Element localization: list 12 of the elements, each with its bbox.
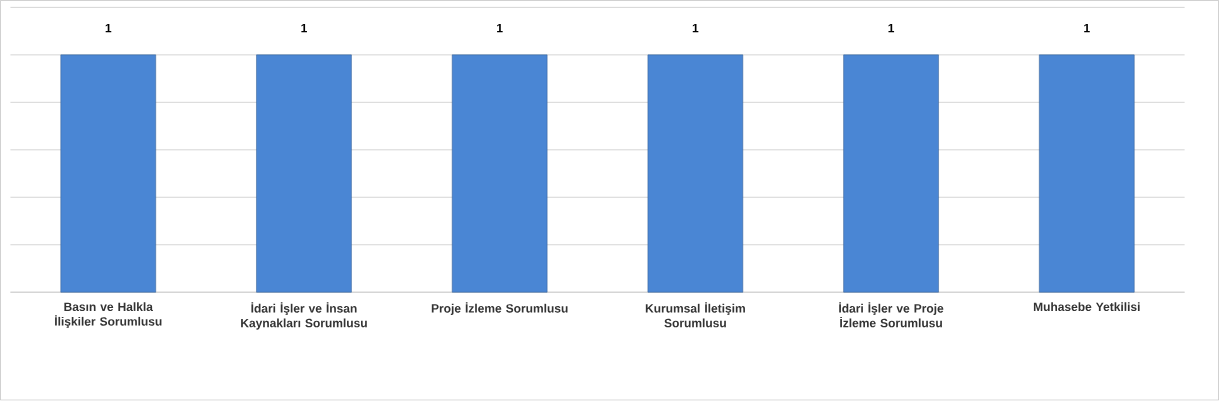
x-tick-label: Proje İzleme Sorumlusu	[431, 302, 568, 316]
data-label: 1	[301, 24, 307, 33]
x-tick-label: Basın ve Halkla İlişkiler Sorumlusu	[55, 302, 162, 329]
x-tick-label: İdari İşler ve Proje İzleme Sorumlusu	[839, 302, 944, 328]
x-tick-label: Muhasebe Yetkilisi	[1033, 302, 1140, 312]
data-label: 1	[1084, 24, 1090, 33]
x-tick-label: İdari İşler ve İnsan Kaynakları Sorumlusu	[241, 302, 367, 330]
data-label: 1	[692, 24, 699, 33]
data-label: 1	[888, 24, 895, 33]
data-label: 1	[105, 24, 112, 33]
x-tick-label: Kurumsal İletişim Sorumlusu	[645, 302, 745, 328]
data-label: 1	[497, 24, 503, 33]
